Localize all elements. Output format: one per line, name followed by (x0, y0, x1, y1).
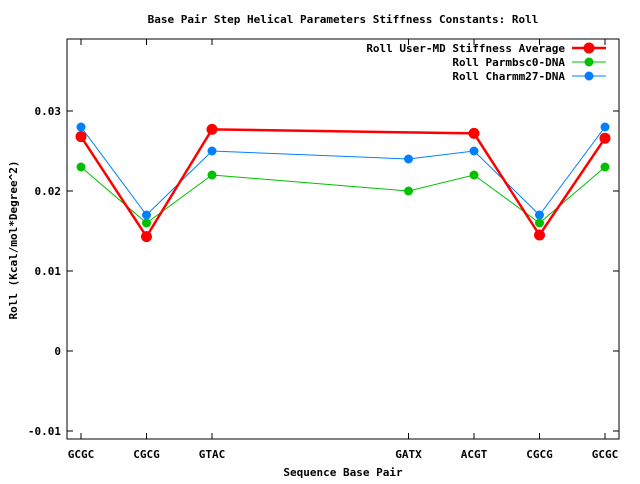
y-tick-label: -0.01 (28, 425, 61, 438)
data-point (469, 146, 479, 156)
data-point (207, 170, 217, 180)
data-point (534, 229, 545, 241)
data-point (535, 218, 544, 228)
data-point (141, 231, 152, 243)
y-tick-label: 0.03 (35, 105, 62, 118)
x-tick-label: ACGT (461, 448, 488, 461)
chart-title: Base Pair Step Helical Parameters Stiffn… (148, 13, 539, 26)
plot-frame (66, 38, 620, 440)
x-tick-label: GTAC (199, 448, 226, 461)
x-tick-label: CGCG (133, 448, 160, 461)
legend-swatch-marker (584, 57, 594, 67)
x-tick-label: CGCG (526, 448, 553, 461)
series-3 (76, 122, 610, 220)
series-layer (75, 122, 611, 243)
y-axis-label: Roll (Kcal/mol*Degree^2) (7, 161, 20, 320)
series-2 (76, 162, 610, 228)
data-point (207, 146, 217, 156)
legend-label: Roll Parmbsc0-DNA (452, 56, 565, 69)
data-point (600, 162, 610, 172)
axis-ticks: -0.01 0 0.01 0.02 0.03 GCGC CGCG GTAC GATX ACGT CG… (28, 39, 619, 461)
series-line (80, 126, 606, 216)
series-line (79, 128, 607, 239)
data-point (404, 154, 413, 164)
x-tick-label: GCGC (592, 448, 619, 461)
legend-label: Roll Charmm27-DNA (452, 70, 565, 83)
y-tick-label: 0 (54, 345, 61, 358)
data-point (535, 210, 544, 220)
data-point (142, 210, 151, 220)
data-point (404, 186, 413, 196)
data-point (600, 122, 610, 132)
legend-label: Roll User-MD Stiffness Average (366, 42, 565, 55)
series-1 (75, 123, 611, 243)
data-point (75, 131, 87, 143)
data-point (142, 218, 151, 228)
data-point (76, 122, 86, 132)
y-tick-label: 0.01 (35, 265, 62, 278)
data-point (206, 123, 218, 135)
legend-swatch-marker (584, 71, 594, 81)
x-tick-label: GCGC (68, 448, 95, 461)
legend-swatch-marker (583, 42, 595, 54)
x-tick-label: GATX (395, 448, 422, 461)
y-tick-label: 0.02 (35, 185, 62, 198)
data-point (76, 162, 86, 172)
data-point (599, 132, 611, 144)
data-point (468, 127, 480, 139)
data-point (469, 170, 479, 180)
x-axis-label: Sequence Base Pair (283, 466, 403, 479)
